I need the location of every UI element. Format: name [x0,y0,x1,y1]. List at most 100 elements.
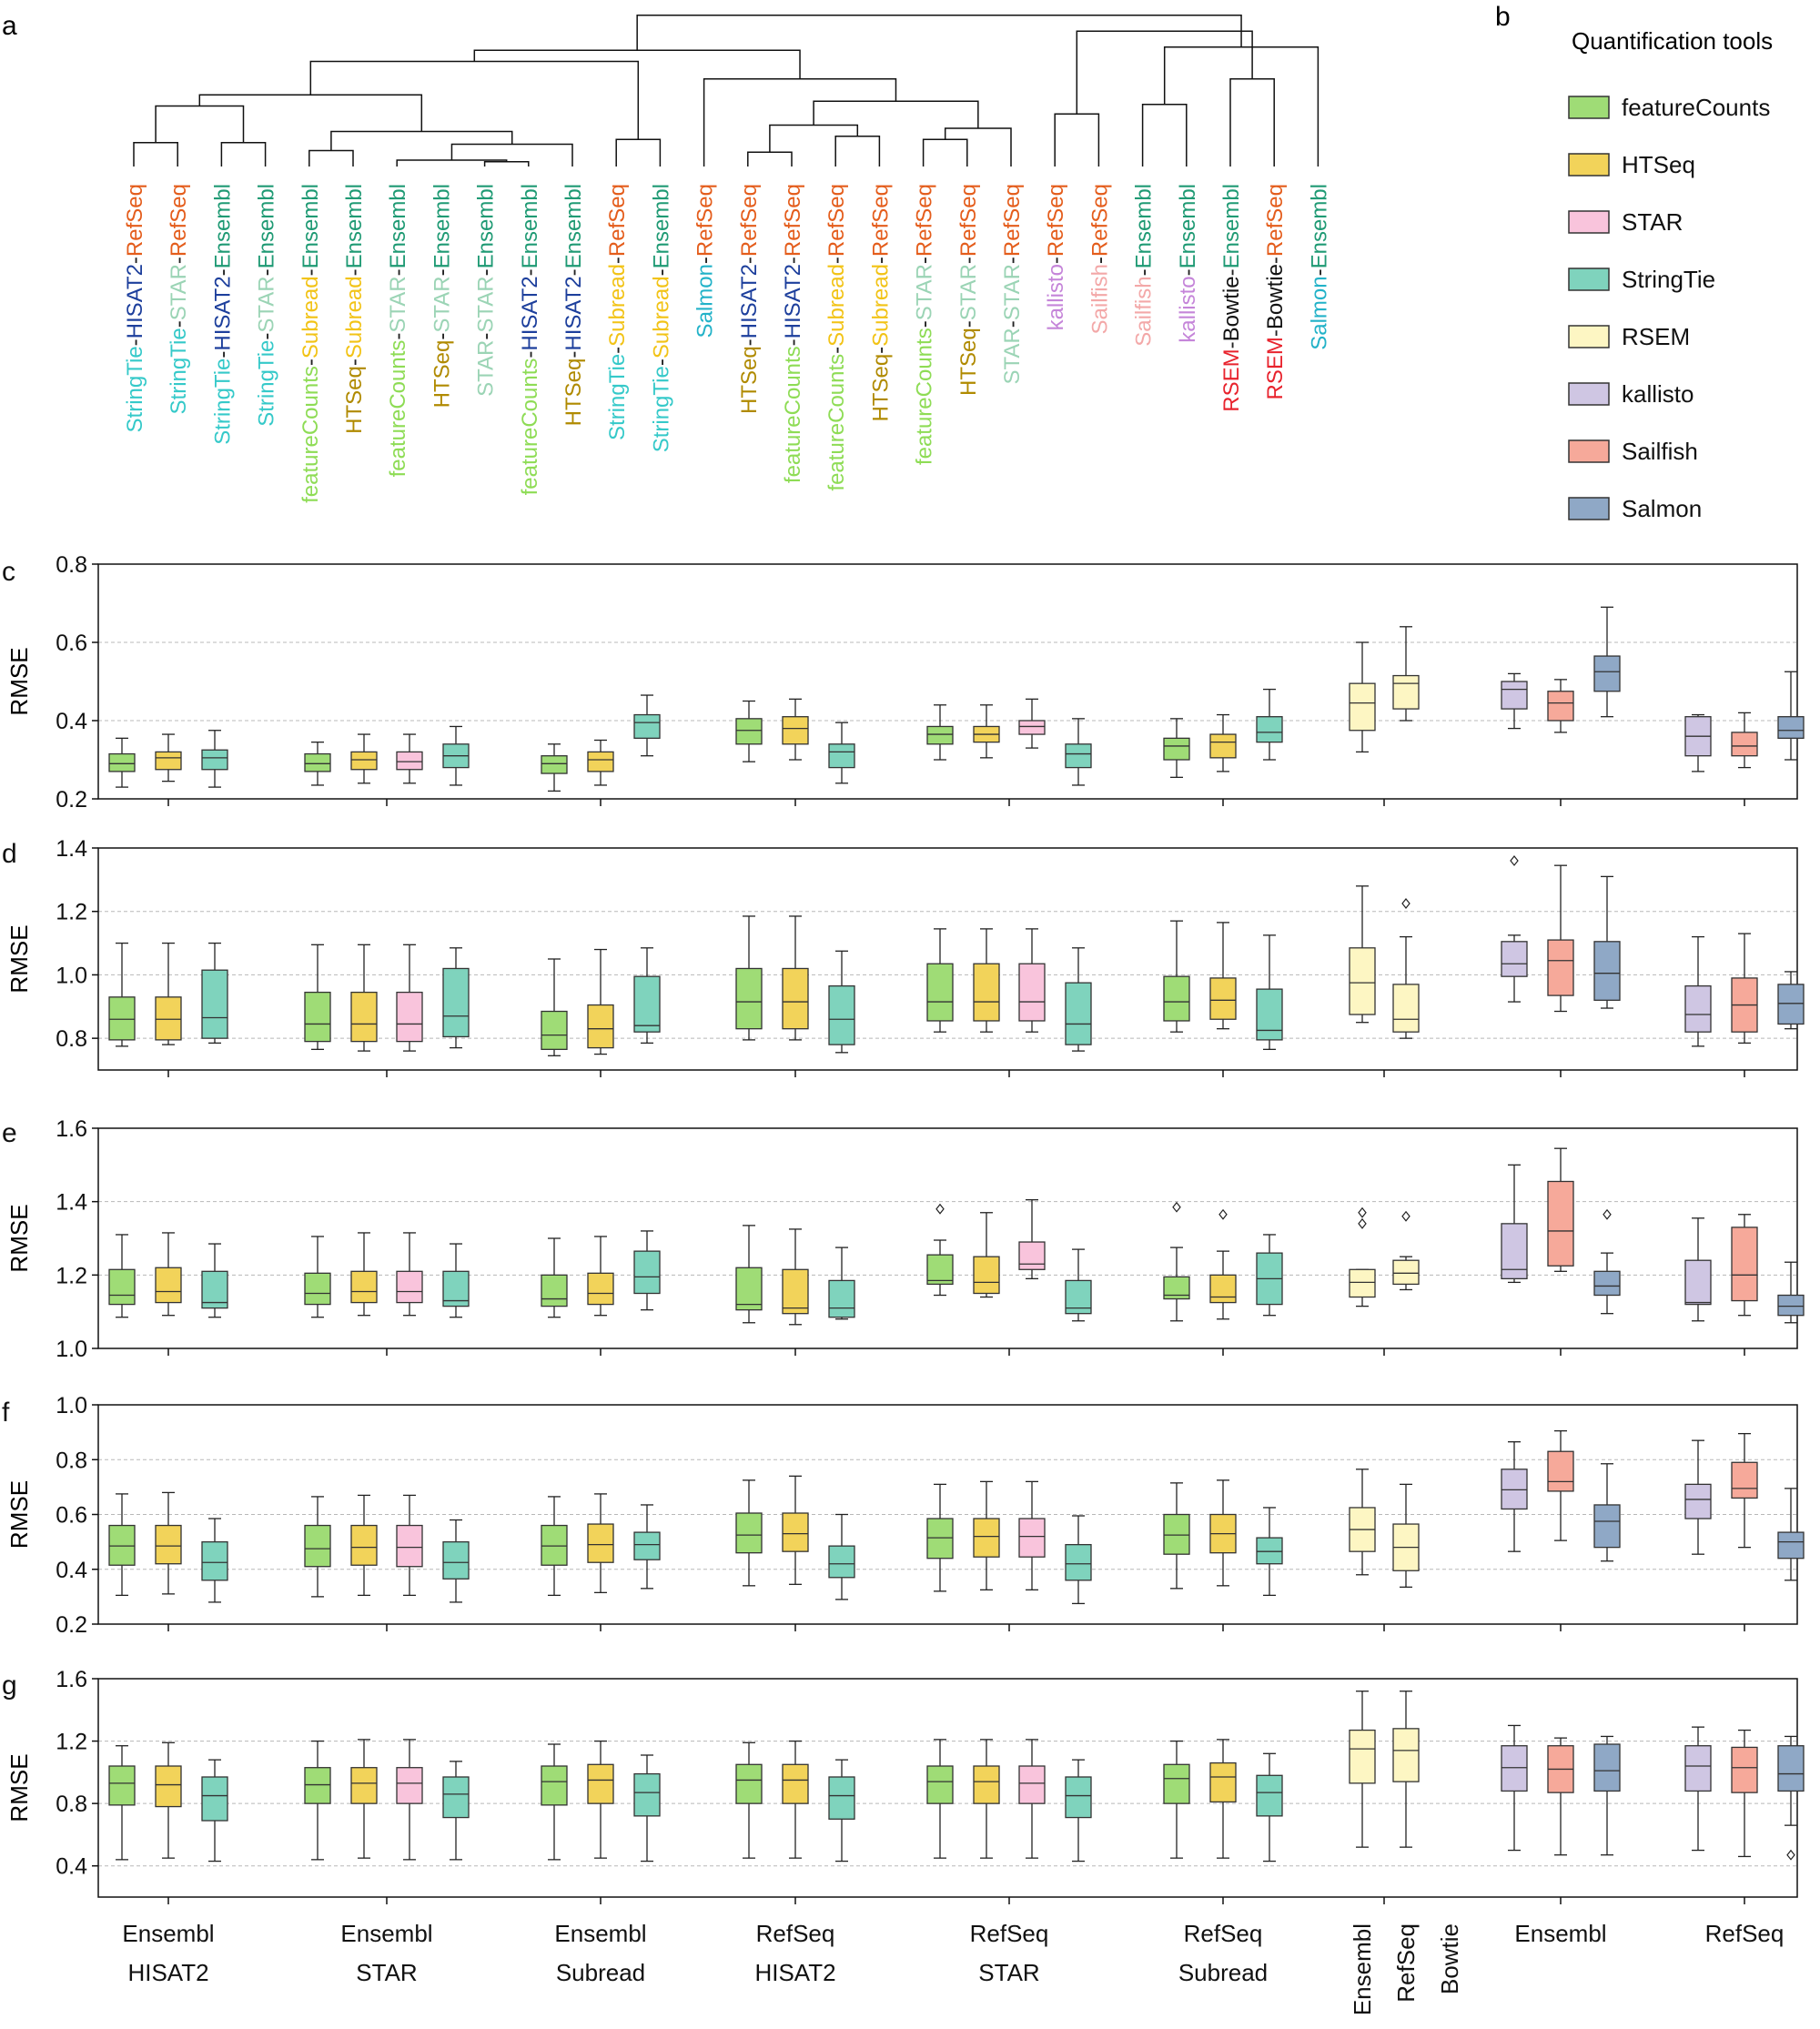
dendrogram-leaf-label: StringTie-HISAT2-Ensembl [210,184,235,445]
outlier-point [1510,854,1519,866]
y-axis-label: RMSE [5,647,33,715]
legend-swatch-rsem [1568,325,1610,348]
y-tick-label: 1.2 [56,1263,87,1288]
box-htseq [350,1739,378,1859]
dendrogram: StringTie-HISAT2-RefSeq StringTie-STAR-Re… [123,15,1331,503]
box-iqr [396,1767,423,1804]
box-star [396,1739,423,1861]
dendrogram-link [450,143,573,167]
x-group-label: HISAT2 [754,1959,835,1986]
box-featurecounts [541,1743,568,1861]
box-htseq [782,915,809,1041]
y-tick-label: 0.8 [56,1448,87,1473]
box-iqr [735,1267,763,1311]
box-htseq [1209,1208,1237,1320]
y-tick-label: 0.4 [56,1854,87,1880]
box-sailfish [1731,712,1758,769]
box-featurecounts [108,942,136,1047]
box-htseq [350,944,378,1052]
dendrogram-leaf-label: HTSeq-Subread-Ensembl [342,184,367,434]
panel-label-a: a [2,11,17,41]
dendrogram-link [198,94,423,132]
x-group-label-vertical: RefSeq [1392,1923,1420,2003]
legend-swatch-sailfish [1568,439,1610,463]
box-iqr [633,1531,661,1560]
box-stringtie [201,1243,228,1318]
box-featurecounts [541,958,568,1056]
dendrogram-leaf-label: featureCounts-HISAT2-RefSeq [781,184,805,483]
y-tick-label: 1.4 [56,1190,87,1216]
box-iqr [735,1512,763,1554]
box-iqr [973,1765,1000,1804]
box-kallisto [1501,854,1528,1003]
box-featurecounts [541,1496,568,1597]
box-htseq [155,1232,182,1317]
box-stringtie [201,942,228,1045]
outlier-point [1603,1208,1612,1220]
panel-label-b: b [1495,2,1511,32]
box-iqr [828,1776,855,1820]
legend: Quantification tools featureCounts HTSeq S… [1568,27,1773,522]
box-iqr [155,996,182,1041]
x-group-label: RefSeq [970,1920,1049,1947]
box-htseq [155,1741,182,1859]
box-featurecounts [108,1745,136,1861]
box-featurecounts [926,1739,954,1859]
box-iqr [782,1763,809,1804]
box-htseq [1209,1479,1237,1587]
box-iqr [828,1545,855,1579]
box-stringtie [633,1504,661,1590]
box-iqr [155,1765,182,1808]
dendrogram-leaf-label: kallisto-RefSeq [1044,184,1068,330]
box-htseq [587,739,614,786]
box-stringtie [1256,1752,1283,1862]
box-salmon [1593,1735,1621,1856]
box-featurecounts [735,1479,763,1587]
box-iqr [1209,977,1237,1020]
box-star [396,733,423,784]
box-stringtie [633,947,661,1045]
box-featurecounts [735,1741,763,1859]
dendrogram-link [813,100,979,128]
box-stringtie [442,947,470,1049]
plot-frame [97,563,1798,800]
box-stringtie [442,725,470,786]
legend-label-featurecounts: featureCounts [1622,94,1770,121]
y-tick-label: 0.8 [56,1026,87,1052]
box-featurecounts [735,915,763,1041]
box-iqr [1256,1537,1283,1565]
box-stringtie [1065,947,1092,1052]
box-featurecounts [304,944,331,1050]
box-iqr [735,1763,763,1804]
box-sailfish [1547,679,1574,733]
box-iqr [1256,988,1283,1041]
legend-label-stringtie: StringTie [1622,266,1715,293]
box-stringtie [201,1759,228,1862]
box-featurecounts [304,1236,331,1318]
box-iqr [155,751,182,771]
box-iqr [1018,963,1046,1022]
box-featurecounts [926,1203,954,1297]
box-htseq [782,1475,809,1585]
box-sailfish [1547,1147,1574,1272]
panel-e: e RMSE 1.0 1.2 1.4 1.6 [2,1116,1805,1362]
panel-d: d RMSE 0.8 1.0 1.2 1.4 [2,836,1805,1077]
box-iqr [350,1767,378,1804]
box-rsem [1392,1483,1420,1588]
box-htseq [1209,922,1237,1030]
x-group-label-vertical: Ensembl [1349,1923,1376,2015]
dendrogram-link [703,78,897,167]
box-iqr [1163,1763,1190,1804]
box-iqr [1163,737,1190,761]
dendrogram-leaf-label: featureCounts-STAR-Ensembl [386,184,410,477]
box-htseq [587,948,614,1055]
box-salmon [1777,671,1805,761]
box-iqr [1392,674,1420,710]
legend-label-htseq: HTSeq [1622,151,1695,178]
box-iqr [108,1268,136,1306]
legend-label-rsem: RSEM [1622,323,1690,350]
dendrogram-leaf-label: HTSeq-Subread-RefSeq [868,184,893,422]
box-iqr [587,1004,614,1049]
box-sailfish [1547,1737,1574,1856]
